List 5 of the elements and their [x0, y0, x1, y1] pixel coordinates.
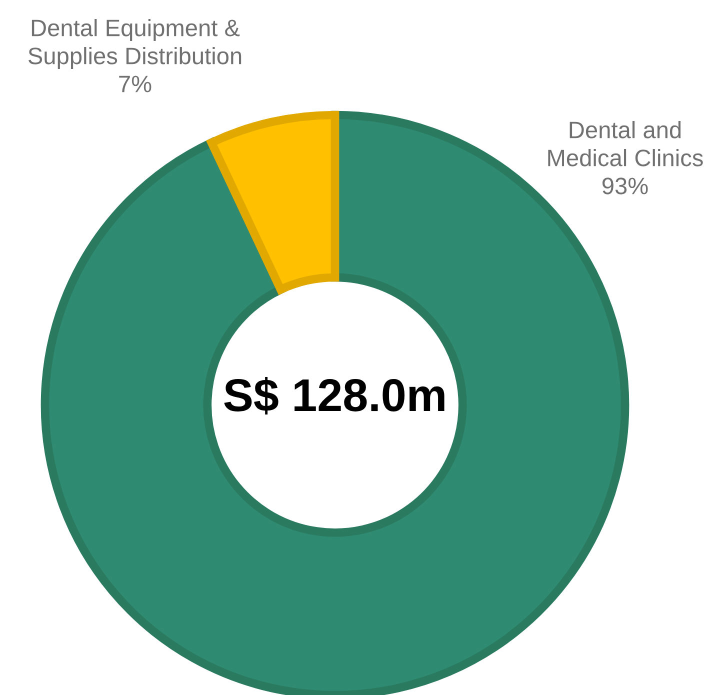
data-label: 7%	[119, 76, 152, 92]
text: S$ 128.0m	[224, 377, 444, 414]
slice-label: Dental Equipment & Supplies Distribution	[28, 18, 242, 70]
slice-label: Dental and Medical Clinics	[548, 120, 703, 166]
data-label: 93%	[602, 178, 648, 194]
